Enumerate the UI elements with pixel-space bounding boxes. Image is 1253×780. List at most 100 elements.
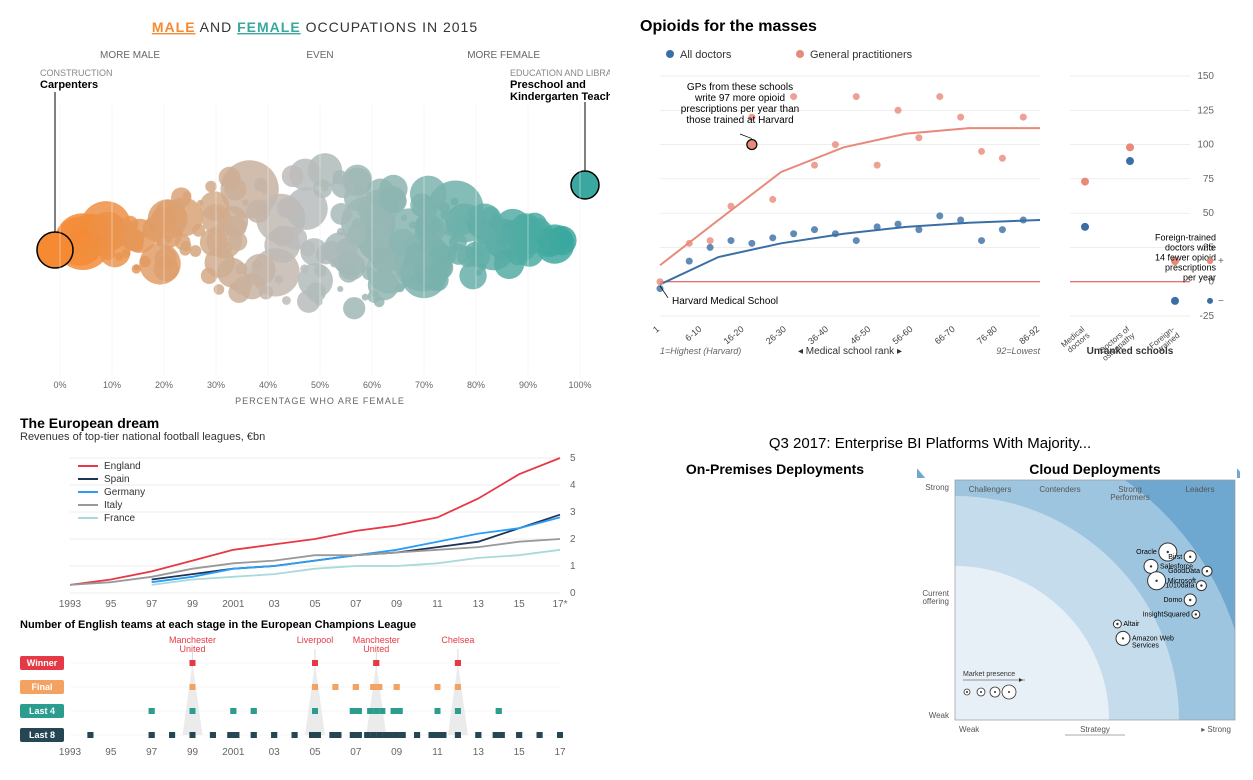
euro-title: The European dream [20, 415, 580, 431]
svg-text:▸ Strong: ▸ Strong [1201, 725, 1231, 734]
svg-text:09: 09 [391, 599, 403, 610]
svg-text:2: 2 [570, 534, 576, 545]
svg-text:5: 5 [570, 453, 576, 464]
svg-text:Strong: Strong [925, 483, 949, 492]
svg-text:92=Lowest: 92=Lowest [996, 346, 1040, 356]
svg-text:03: 03 [269, 599, 281, 610]
svg-text:−: − [1218, 296, 1224, 307]
svg-text:Harvard Medical School: Harvard Medical School [672, 296, 778, 307]
svg-text:Birst: Birst [1168, 554, 1182, 561]
svg-text:07: 07 [350, 747, 362, 758]
svg-text:Number of English teams at eac: Number of English teams at each stage in… [20, 619, 416, 631]
svg-text:Unranked schools: Unranked schools [1087, 346, 1174, 357]
svg-text:Weak: Weak [959, 725, 980, 734]
svg-text:Altair: Altair [1123, 621, 1140, 628]
svg-text:Foreign-traineddoctors write14: Foreign-traineddoctors write14 fewer opi… [1155, 233, 1217, 283]
svg-text:30%: 30% [207, 380, 225, 390]
svg-text:◂ Medical school rank ▸: ◂ Medical school rank ▸ [798, 346, 902, 357]
svg-text:86-92: 86-92 [1017, 324, 1041, 346]
svg-text:95: 95 [105, 747, 117, 758]
svg-text:4: 4 [570, 480, 576, 491]
svg-text:56-60: 56-60 [891, 324, 915, 346]
svg-text:100: 100 [1197, 140, 1214, 151]
svg-text:2001: 2001 [222, 599, 245, 610]
svg-text:1010data: 1010data [1165, 583, 1194, 590]
svg-text:France: France [104, 513, 136, 524]
svg-text:General practitioners: General practitioners [810, 49, 913, 61]
svg-text:80%: 80% [467, 380, 485, 390]
svg-text:60%: 60% [363, 380, 381, 390]
svg-text:Oracle: Oracle [1136, 549, 1157, 556]
svg-text:40%: 40% [259, 380, 277, 390]
svg-text:13: 13 [473, 599, 485, 610]
svg-text:EDUCATION AND LIBRARY: EDUCATION AND LIBRARY [510, 68, 610, 78]
svg-text:70%: 70% [415, 380, 433, 390]
svg-text:MORE MALE: MORE MALE [100, 50, 160, 61]
svg-text:0%: 0% [53, 380, 66, 390]
svg-text:Weak: Weak [929, 711, 950, 720]
forrester-chart: Q3 2017: Enterprise BI Platforms With Ma… [620, 435, 1240, 775]
svg-text:36-40: 36-40 [806, 324, 830, 346]
svg-text:MALE AND FEMALE OCCUPATIONS IN: MALE AND FEMALE OCCUPATIONS IN 2015 [152, 19, 478, 35]
svg-text:PERCENTAGE WHO ARE FEMALE: PERCENTAGE WHO ARE FEMALE [235, 396, 405, 406]
svg-text:Strategy: Strategy [1080, 725, 1110, 734]
svg-text:0: 0 [570, 588, 576, 599]
svg-text:Italy: Italy [104, 500, 122, 511]
svg-text:17: 17 [554, 747, 566, 758]
svg-text:125: 125 [1197, 105, 1214, 116]
svg-text:50%: 50% [311, 380, 329, 390]
svg-text:Carpenters: Carpenters [40, 79, 98, 91]
svg-text:3: 3 [570, 507, 576, 518]
svg-text:InsightSquared: InsightSquared [1143, 611, 1190, 618]
svg-text:97: 97 [146, 599, 158, 610]
svg-text:11: 11 [432, 599, 443, 610]
svg-text:46-50: 46-50 [848, 324, 872, 346]
opioids-title: Opioids for the masses [640, 18, 1240, 36]
svg-text:10%: 10% [103, 380, 121, 390]
forrester-title: Q3 2017: Enterprise BI Platforms With Ma… [620, 435, 1240, 452]
svg-text:97: 97 [146, 747, 158, 758]
svg-text:26-30: 26-30 [764, 324, 788, 346]
svg-text:England: England [104, 461, 141, 472]
svg-text:15: 15 [514, 747, 526, 758]
svg-text:Last 4: Last 4 [29, 706, 55, 716]
svg-text:Last 8: Last 8 [29, 730, 55, 740]
svg-text:11: 11 [432, 747, 443, 758]
svg-text:20%: 20% [155, 380, 173, 390]
svg-text:75: 75 [1203, 174, 1215, 185]
svg-text:MORE FEMALE: MORE FEMALE [467, 50, 540, 61]
svg-text:Spain: Spain [104, 474, 130, 485]
opioids-chart: Opioids for the masses All doctorsGenera… [640, 18, 1240, 388]
svg-text:6-10: 6-10 [683, 324, 703, 343]
svg-text:1=Highest (Harvard): 1=Highest (Harvard) [660, 346, 741, 356]
svg-text:Final: Final [31, 682, 52, 692]
occupations-chart: MALE AND FEMALE OCCUPATIONS IN 2015 MORE … [20, 10, 610, 410]
svg-text:Preschool andKindergarten Teac: Preschool andKindergarten Teachers [510, 79, 610, 103]
svg-text:90%: 90% [519, 380, 537, 390]
svg-text:CONSTRUCTION: CONSTRUCTION [40, 68, 113, 78]
svg-text:100%: 100% [568, 380, 591, 390]
svg-text:13: 13 [473, 747, 485, 758]
svg-text:15: 15 [514, 599, 526, 610]
svg-text:95: 95 [105, 599, 117, 610]
svg-text:GPs from these schoolswrite 97: GPs from these schoolswrite 97 more opio… [681, 82, 799, 126]
svg-text:09: 09 [391, 747, 403, 758]
svg-text:05: 05 [309, 747, 321, 758]
svg-text:-25: -25 [1200, 311, 1215, 322]
svg-text:Currentoffering: Currentoffering [922, 589, 949, 606]
svg-text:Challengers: Challengers [969, 485, 1012, 494]
svg-text:Domo: Domo [1164, 597, 1183, 604]
svg-text:+: + [1218, 256, 1224, 267]
svg-text:1: 1 [570, 561, 576, 572]
svg-text:66-70: 66-70 [933, 324, 957, 346]
svg-text:Chelsea: Chelsea [441, 635, 474, 645]
svg-text:Winner: Winner [27, 658, 58, 668]
svg-text:Doctors ofosteopathy: Doctors ofosteopathy [1096, 324, 1137, 363]
svg-text:150: 150 [1197, 71, 1214, 82]
svg-text:17*: 17* [552, 599, 567, 610]
svg-text:2001: 2001 [222, 747, 245, 758]
svg-text:On-Premises Deployments: On-Premises Deployments [686, 461, 864, 477]
svg-text:1993: 1993 [59, 747, 82, 758]
svg-text:Contenders: Contenders [1039, 485, 1080, 494]
svg-text:Liverpool: Liverpool [297, 635, 334, 645]
